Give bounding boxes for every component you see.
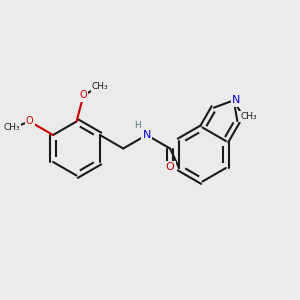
Text: N: N — [232, 95, 240, 105]
Text: CH₃: CH₃ — [240, 112, 257, 121]
Text: O: O — [80, 90, 87, 100]
Text: H: H — [134, 121, 140, 130]
Text: CH₃: CH₃ — [92, 82, 109, 91]
Text: CH₃: CH₃ — [3, 123, 20, 132]
Text: N: N — [142, 130, 151, 140]
Text: O: O — [26, 116, 34, 127]
Text: O: O — [166, 162, 174, 172]
